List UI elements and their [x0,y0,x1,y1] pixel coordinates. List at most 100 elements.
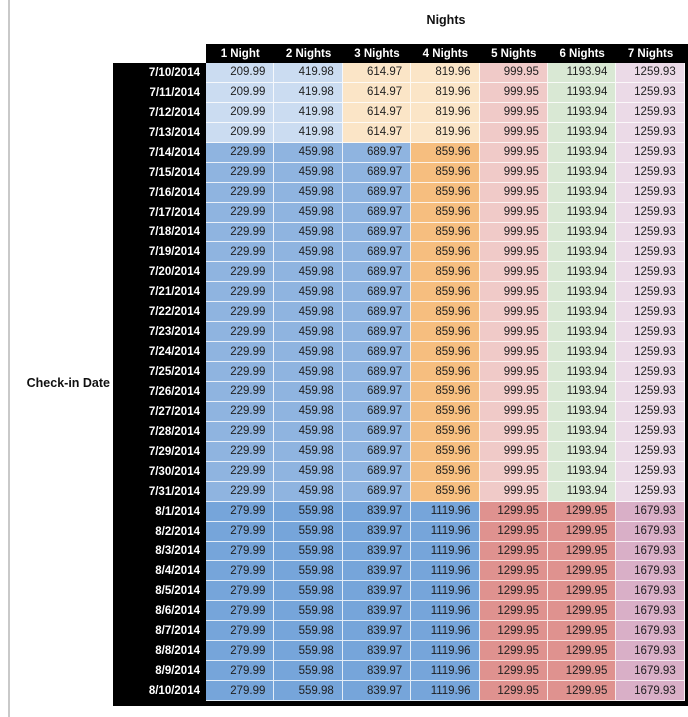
price-cell[interactable]: 819.96 [411,122,480,143]
price-cell[interactable]: 1299.95 [479,561,548,582]
price-cell[interactable]: 419.98 [274,102,343,123]
price-cell[interactable]: 1299.95 [547,641,617,662]
row-date[interactable]: 7/31/2014 [113,481,206,502]
price-cell[interactable]: 1259.93 [616,202,685,223]
price-cell[interactable]: 999.95 [479,222,548,243]
price-cell[interactable]: 614.97 [342,63,412,83]
price-cell[interactable]: 459.98 [274,202,343,223]
price-cell[interactable]: 999.95 [479,202,548,223]
price-cell[interactable]: 1193.94 [547,222,617,243]
price-cell[interactable]: 1259.93 [616,63,685,83]
price-cell[interactable]: 859.96 [411,461,480,482]
column-header[interactable]: 2 Nights [285,47,332,60]
price-cell[interactable]: 839.97 [342,641,412,662]
price-cell[interactable]: 1119.96 [411,501,480,522]
price-cell[interactable]: 689.97 [342,362,412,382]
price-cell[interactable]: 859.96 [411,142,480,163]
price-cell[interactable]: 1259.93 [616,222,685,243]
price-cell[interactable]: 999.95 [479,342,548,363]
row-date[interactable]: 7/22/2014 [113,302,206,323]
price-cell[interactable]: 859.96 [411,421,480,442]
price-cell[interactable]: 1259.93 [616,322,685,343]
column-header[interactable]: 7 Nights [627,47,674,60]
price-cell[interactable]: 229.99 [206,401,275,422]
price-cell[interactable]: 1259.93 [616,481,685,502]
price-cell[interactable]: 859.96 [411,382,480,402]
price-cell[interactable]: 1299.95 [547,541,617,562]
price-cell[interactable]: 859.96 [411,362,480,382]
row-date[interactable]: 7/16/2014 [113,182,206,203]
price-cell[interactable]: 859.96 [411,222,480,243]
price-cell[interactable]: 1299.95 [479,501,548,522]
price-cell[interactable]: 1193.94 [547,82,617,103]
price-cell[interactable]: 839.97 [342,541,412,562]
row-date[interactable]: 7/29/2014 [113,441,206,462]
price-cell[interactable]: 559.98 [274,661,343,682]
price-cell[interactable]: 839.97 [342,621,412,642]
price-cell[interactable]: 1193.94 [547,342,617,363]
price-cell[interactable]: 1299.95 [547,581,617,602]
price-cell[interactable]: 999.95 [479,481,548,502]
price-cell[interactable]: 819.96 [411,63,480,83]
price-cell[interactable]: 459.98 [274,282,343,303]
price-cell[interactable]: 859.96 [411,182,480,203]
price-cell[interactable]: 859.96 [411,162,480,183]
price-cell[interactable]: 1119.96 [411,661,480,682]
row-date[interactable]: 7/28/2014 [113,421,206,442]
price-cell[interactable]: 999.95 [479,262,548,283]
row-date[interactable]: 7/24/2014 [113,342,206,363]
price-cell[interactable]: 229.99 [206,421,275,442]
price-cell[interactable]: 279.99 [206,561,275,582]
price-cell[interactable]: 689.97 [342,262,412,283]
price-cell[interactable]: 459.98 [274,242,343,263]
price-cell[interactable]: 689.97 [342,342,412,363]
price-cell[interactable]: 1299.95 [547,521,617,542]
price-cell[interactable]: 1193.94 [547,242,617,263]
price-cell[interactable]: 859.96 [411,342,480,363]
price-cell[interactable]: 1299.95 [547,561,617,582]
row-date[interactable]: 8/8/2014 [113,641,206,662]
price-cell[interactable]: 229.99 [206,142,275,163]
row-date[interactable]: 8/6/2014 [113,601,206,622]
price-cell[interactable]: 1193.94 [547,362,617,382]
price-cell[interactable]: 1299.95 [547,601,617,622]
price-cell[interactable]: 1259.93 [616,102,685,123]
price-cell[interactable]: 1299.95 [547,621,617,642]
row-date[interactable]: 8/7/2014 [113,621,206,642]
price-cell[interactable]: 229.99 [206,162,275,183]
price-cell[interactable]: 859.96 [411,202,480,223]
price-cell[interactable]: 1299.95 [479,661,548,682]
price-cell[interactable]: 1119.96 [411,561,480,582]
price-cell[interactable]: 1679.93 [616,621,685,642]
row-date[interactable]: 8/1/2014 [113,501,206,522]
price-cell[interactable]: 1299.95 [479,541,548,562]
price-cell[interactable]: 1193.94 [547,202,617,223]
row-date[interactable]: 7/25/2014 [113,362,206,382]
price-cell[interactable]: 1193.94 [547,63,617,83]
price-cell[interactable]: 689.97 [342,401,412,422]
price-cell[interactable]: 689.97 [342,142,412,163]
price-cell[interactable]: 1259.93 [616,282,685,303]
price-cell[interactable]: 1259.93 [616,362,685,382]
price-cell[interactable]: 1193.94 [547,182,617,203]
price-cell[interactable]: 1299.95 [547,681,617,701]
price-cell[interactable]: 459.98 [274,461,343,482]
price-cell[interactable]: 229.99 [206,362,275,382]
price-cell[interactable]: 689.97 [342,481,412,502]
price-cell[interactable]: 1119.96 [411,641,480,662]
row-date[interactable]: 8/10/2014 [113,681,206,701]
price-cell[interactable]: 999.95 [479,102,548,123]
row-date[interactable]: 7/19/2014 [113,242,206,263]
price-cell[interactable]: 559.98 [274,521,343,542]
price-cell[interactable]: 1119.96 [411,581,480,602]
price-cell[interactable]: 1259.93 [616,461,685,482]
price-cell[interactable]: 614.97 [342,122,412,143]
price-cell[interactable]: 1193.94 [547,142,617,163]
price-cell[interactable]: 559.98 [274,601,343,622]
row-date[interactable]: 8/3/2014 [113,541,206,562]
price-cell[interactable]: 614.97 [342,82,412,103]
row-date[interactable]: 8/4/2014 [113,561,206,582]
price-cell[interactable]: 229.99 [206,302,275,323]
price-cell[interactable]: 839.97 [342,601,412,622]
row-date[interactable]: 7/26/2014 [113,382,206,402]
